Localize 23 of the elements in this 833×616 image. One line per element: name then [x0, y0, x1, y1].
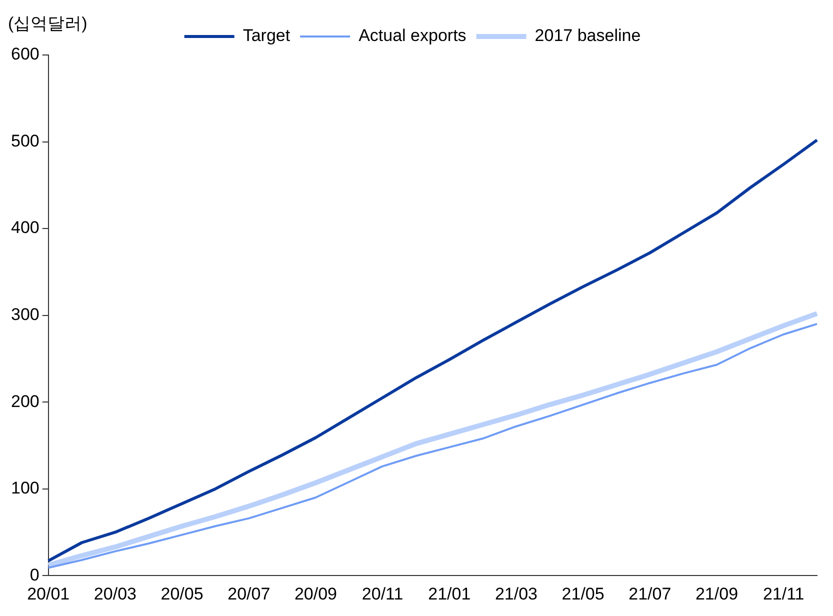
y-tick-label: 500: [10, 131, 40, 150]
x-tick-label: 21/11: [762, 584, 804, 604]
y-tick-label: 300: [10, 304, 40, 324]
x-tick-label: 21/01: [428, 584, 471, 604]
legend-label: Actual exports: [358, 26, 466, 46]
legend-label: 2017 baseline: [534, 26, 641, 46]
legend-label: Target: [242, 26, 290, 46]
y-tick-label: 200: [10, 392, 40, 411]
y-tick-label: 100: [10, 478, 40, 498]
y-tick-label: 0: [30, 565, 40, 584]
y-tick-label: 600: [10, 44, 40, 64]
x-tick-label: 20/07: [228, 584, 270, 604]
x-tick-label: 20/01: [27, 584, 70, 604]
y-tick-label: 400: [10, 218, 40, 238]
x-tick-label: 21/07: [628, 584, 672, 604]
x-tick-label: 20/09: [294, 584, 337, 604]
x-tick-label: 20/05: [160, 584, 204, 604]
x-tick-label: 20/11: [362, 584, 404, 604]
y-axis-title: (십억달러): [8, 13, 88, 35]
x-tick-label: 21/09: [695, 584, 738, 604]
x-tick-label: 20/03: [94, 584, 136, 604]
x-tick-label: 21/05: [562, 584, 604, 604]
x-tick-label: 21/03: [494, 584, 538, 604]
